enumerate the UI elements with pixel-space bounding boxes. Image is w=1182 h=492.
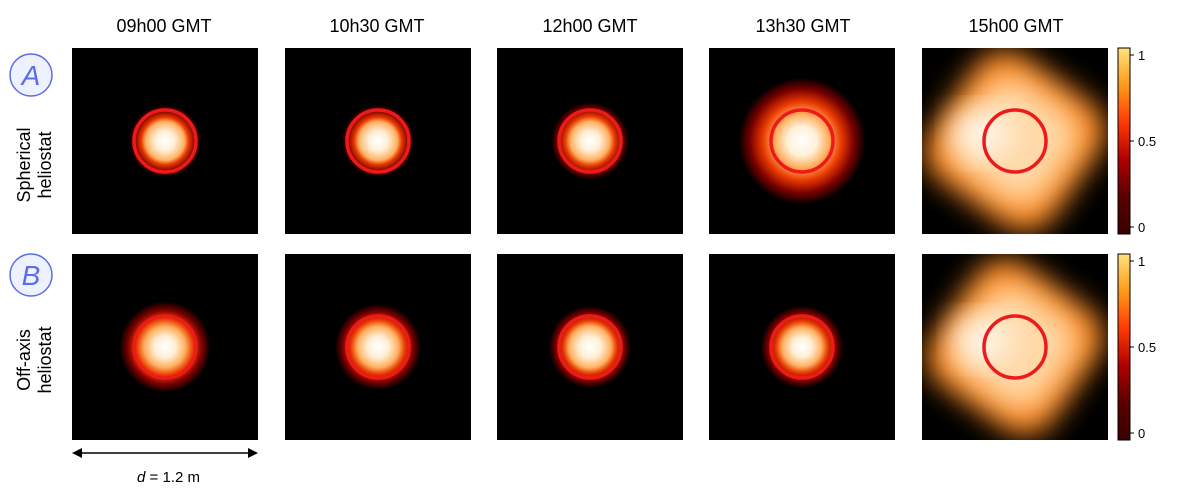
column-title-2: 12h00 GMT	[542, 16, 637, 36]
heatmap-panels	[72, 48, 1108, 440]
colorbar-1: 10.50	[1117, 253, 1156, 441]
row-a-label-line2: heliostat	[35, 131, 55, 198]
scale-bar: d = 1.2 m	[72, 448, 258, 486]
column-title-1: 10h30 GMT	[329, 16, 424, 36]
heatmap-panel-r0-c2	[497, 48, 683, 234]
flux-spot	[72, 48, 258, 234]
target-circle	[982, 314, 1048, 380]
column-titles: 09h00 GMT 10h30 GMT 12h00 GMT 13h30 GMT …	[116, 16, 1063, 36]
scale-bar-arrow-left	[72, 448, 82, 458]
heatmap-panel-r0-c4	[922, 48, 1108, 234]
heatmap-panel-r1-c0	[72, 254, 258, 440]
badge-a-circle	[9, 53, 53, 97]
colorbar-gradient	[1117, 47, 1131, 235]
colorbar-tick-label: 0	[1138, 426, 1145, 441]
badge-b-circle	[9, 253, 53, 297]
heatmap-panel-r1-c2	[497, 254, 683, 440]
flux-spot	[72, 254, 258, 440]
heatmap-panel-r0-c0	[72, 48, 258, 234]
flux-spot	[709, 254, 895, 440]
row-b-label-line2: heliostat	[35, 326, 55, 393]
flux-spot	[285, 254, 471, 440]
target-circle	[557, 314, 623, 380]
target-circle	[345, 314, 411, 380]
colorbar-tick-label: 0.5	[1138, 340, 1156, 355]
badge-a-letter: A	[20, 60, 41, 91]
target-circle	[557, 108, 623, 174]
badge-b-letter: B	[22, 260, 41, 291]
target-circle	[132, 314, 198, 380]
flux-spot	[497, 48, 683, 234]
heatmap-panel-r1-c1	[285, 254, 471, 440]
flux-spot	[285, 48, 471, 234]
row-a-label-line1: Spherical	[14, 127, 34, 202]
column-title-4: 15h00 GMT	[968, 16, 1063, 36]
target-circle	[769, 108, 835, 174]
target-circle	[769, 314, 835, 380]
heatmap-panel-r0-c1	[285, 48, 471, 234]
colorbar-tick-label: 0	[1138, 220, 1145, 235]
scale-bar-symbol: d	[137, 469, 146, 486]
target-circle	[132, 108, 198, 174]
flux-core	[952, 78, 1078, 204]
column-title-0: 09h00 GMT	[116, 16, 211, 36]
flux-spot	[709, 48, 895, 234]
heatmap-panel-r0-c3	[709, 48, 895, 234]
colorbar-tick-label: 0.5	[1138, 134, 1156, 149]
scale-bar-arrow-right	[248, 448, 258, 458]
scale-bar-label: d = 1.2 m	[137, 469, 200, 486]
scale-bar-value: = 1.2 m	[145, 469, 200, 486]
heatmap-panel-r1-c3	[709, 254, 895, 440]
colorbar-gradient	[1117, 253, 1131, 441]
colorbar-tick-label: 1	[1138, 48, 1145, 63]
row-label-b: B Off-axis heliostat	[9, 253, 55, 394]
flux-spot	[497, 254, 683, 440]
row-b-label-line1: Off-axis	[14, 329, 34, 391]
row-label-a: A Spherical heliostat	[9, 53, 55, 203]
flux-hotspot	[952, 109, 1013, 158]
heatmap-panel-r1-c4	[922, 254, 1108, 440]
target-circle	[345, 108, 411, 174]
target-circle	[982, 108, 1048, 174]
column-title-3: 13h30 GMT	[755, 16, 850, 36]
flux-core	[953, 285, 1077, 409]
colorbar-tick-label: 1	[1138, 254, 1145, 269]
colorbar-0: 10.50	[1117, 47, 1156, 235]
